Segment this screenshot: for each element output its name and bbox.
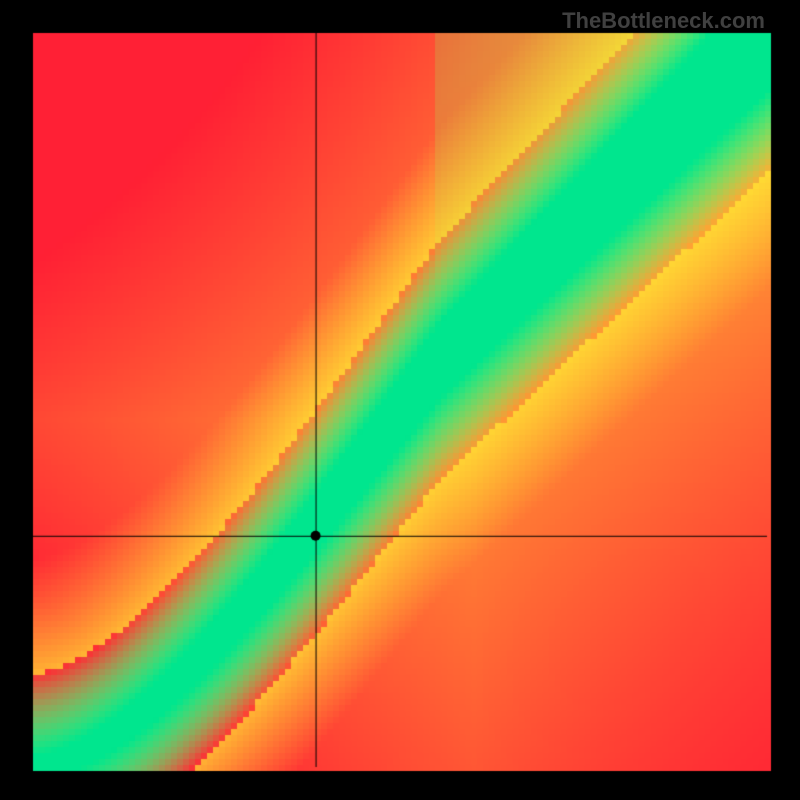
watermark-text: TheBottleneck.com xyxy=(562,8,765,34)
bottleneck-heatmap xyxy=(0,0,800,800)
chart-container: TheBottleneck.com xyxy=(0,0,800,800)
